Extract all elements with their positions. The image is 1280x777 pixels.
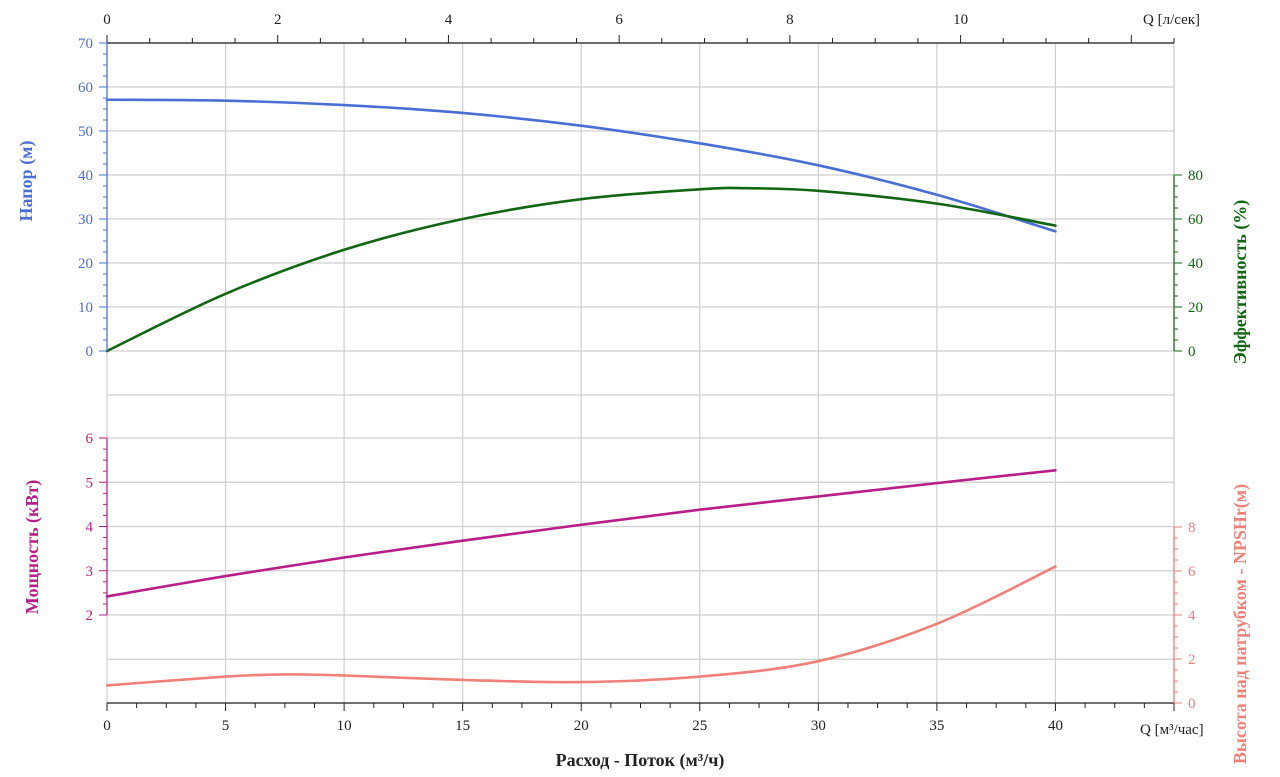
npshr-curve	[105, 565, 1057, 687]
y-tick-label: 0	[86, 344, 94, 360]
y-tick-label: 6	[86, 431, 94, 447]
y-tick-label: 2	[1188, 652, 1196, 668]
efficiency-curve	[105, 186, 1057, 353]
x-bottom-tick-label: 20	[574, 718, 589, 734]
x-bottom-tick-label: 15	[455, 718, 470, 734]
x-top-tick-label: 8	[786, 12, 794, 28]
y-tick-label: 0	[1188, 696, 1196, 712]
x-top-tick-label: 2	[274, 12, 282, 28]
x-bottom-tick-label: 5	[222, 718, 230, 734]
power-curve	[105, 469, 1057, 598]
y-axis-title-npshr: Высота над патрубком - NPSHr(м)	[1230, 484, 1251, 764]
x-bottom-tick-label: 30	[811, 718, 826, 734]
plot-frame	[106, 42, 1175, 704]
y-tick-label: 2	[86, 608, 94, 624]
y-axis-title-efficiency: Эффективность (%)	[1230, 200, 1251, 365]
y-tick-label: 80	[1188, 168, 1203, 184]
y-tick-label: 50	[78, 124, 93, 140]
x-top-tick-label: 4	[445, 12, 453, 28]
x-top-tick-label: 10	[953, 12, 968, 28]
series-layer	[105, 98, 1057, 687]
x-bottom-tick-label: 0	[103, 718, 111, 734]
axes-layer: 0 5 10 15 20 25 30 35 400 2 4 6 8 1001020304050607002…	[78, 12, 1203, 734]
x-top-tick-label: 0	[103, 12, 111, 28]
y-tick-label: 4	[1188, 608, 1196, 624]
y-tick-label: 20	[1188, 300, 1203, 316]
y-tick-label: 40	[1188, 256, 1203, 272]
y-tick-label: 30	[78, 212, 93, 228]
grid	[106, 42, 1175, 704]
x-bottom-tick-label: 25	[692, 718, 707, 734]
y-tick-label: 10	[78, 300, 93, 316]
x-bottom-tick-label: 40	[1048, 718, 1063, 734]
y-tick-label: 60	[78, 80, 93, 96]
y-tick-label: 0	[1188, 344, 1196, 360]
y-tick-label: 20	[78, 256, 93, 272]
y-tick-label: 4	[86, 520, 94, 536]
x-top-tick-label: 6	[615, 12, 623, 28]
x-bottom-tick-label: 10	[337, 718, 352, 734]
x-axis-unit-bottom: Q [м³/час]	[1140, 722, 1204, 738]
x-bottom-tick-label: 35	[929, 718, 944, 734]
y-tick-label: 8	[1188, 520, 1196, 536]
y-tick-label: 5	[86, 475, 94, 491]
y-tick-label: 70	[78, 36, 93, 52]
y-tick-label: 60	[1188, 212, 1203, 228]
y-axis-title-power: Мощность (кВт)	[22, 480, 43, 614]
axis-titles: Расход - Поток (м³/ч) Q [м³/час] Q [л/се…	[16, 12, 1251, 771]
x-axis-unit-top: Q [л/сек]	[1143, 12, 1200, 28]
x-axis-title-bottom: Расход - Поток (м³/ч)	[556, 750, 725, 771]
y-tick-label: 40	[78, 168, 93, 184]
y-tick-label: 6	[1188, 564, 1196, 580]
y-tick-label: 3	[86, 564, 94, 580]
head-curve	[105, 98, 1057, 233]
y-axis-title-head: Напор (м)	[16, 141, 37, 222]
